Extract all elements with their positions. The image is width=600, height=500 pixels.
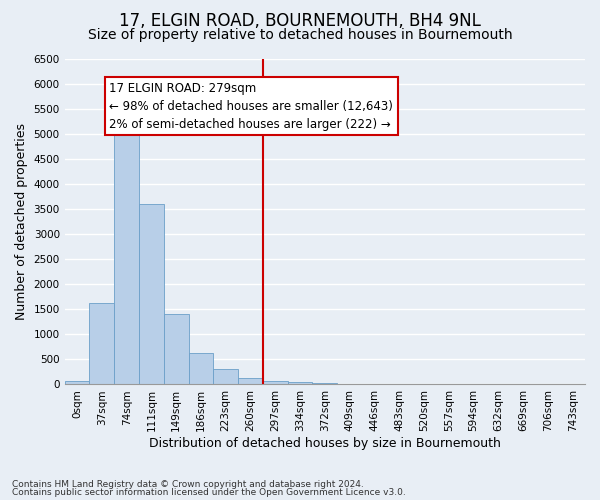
Bar bbox=[263, 380, 287, 384]
Text: 17, ELGIN ROAD, BOURNEMOUTH, BH4 9NL: 17, ELGIN ROAD, BOURNEMOUTH, BH4 9NL bbox=[119, 12, 481, 30]
Bar bbox=[238, 378, 263, 384]
Bar bbox=[287, 382, 313, 384]
Bar bbox=[89, 303, 114, 384]
Text: Contains public sector information licensed under the Open Government Licence v3: Contains public sector information licen… bbox=[12, 488, 406, 497]
Text: Contains HM Land Registry data © Crown copyright and database right 2024.: Contains HM Land Registry data © Crown c… bbox=[12, 480, 364, 489]
Bar bbox=[65, 380, 89, 384]
Bar bbox=[313, 383, 337, 384]
Text: 17 ELGIN ROAD: 279sqm
← 98% of detached houses are smaller (12,643)
2% of semi-d: 17 ELGIN ROAD: 279sqm ← 98% of detached … bbox=[109, 82, 393, 130]
Text: Size of property relative to detached houses in Bournemouth: Size of property relative to detached ho… bbox=[88, 28, 512, 42]
Bar bbox=[114, 131, 139, 384]
Bar bbox=[188, 354, 214, 384]
Bar bbox=[139, 204, 164, 384]
Bar bbox=[164, 314, 188, 384]
Y-axis label: Number of detached properties: Number of detached properties bbox=[15, 123, 28, 320]
X-axis label: Distribution of detached houses by size in Bournemouth: Distribution of detached houses by size … bbox=[149, 437, 501, 450]
Bar bbox=[214, 369, 238, 384]
